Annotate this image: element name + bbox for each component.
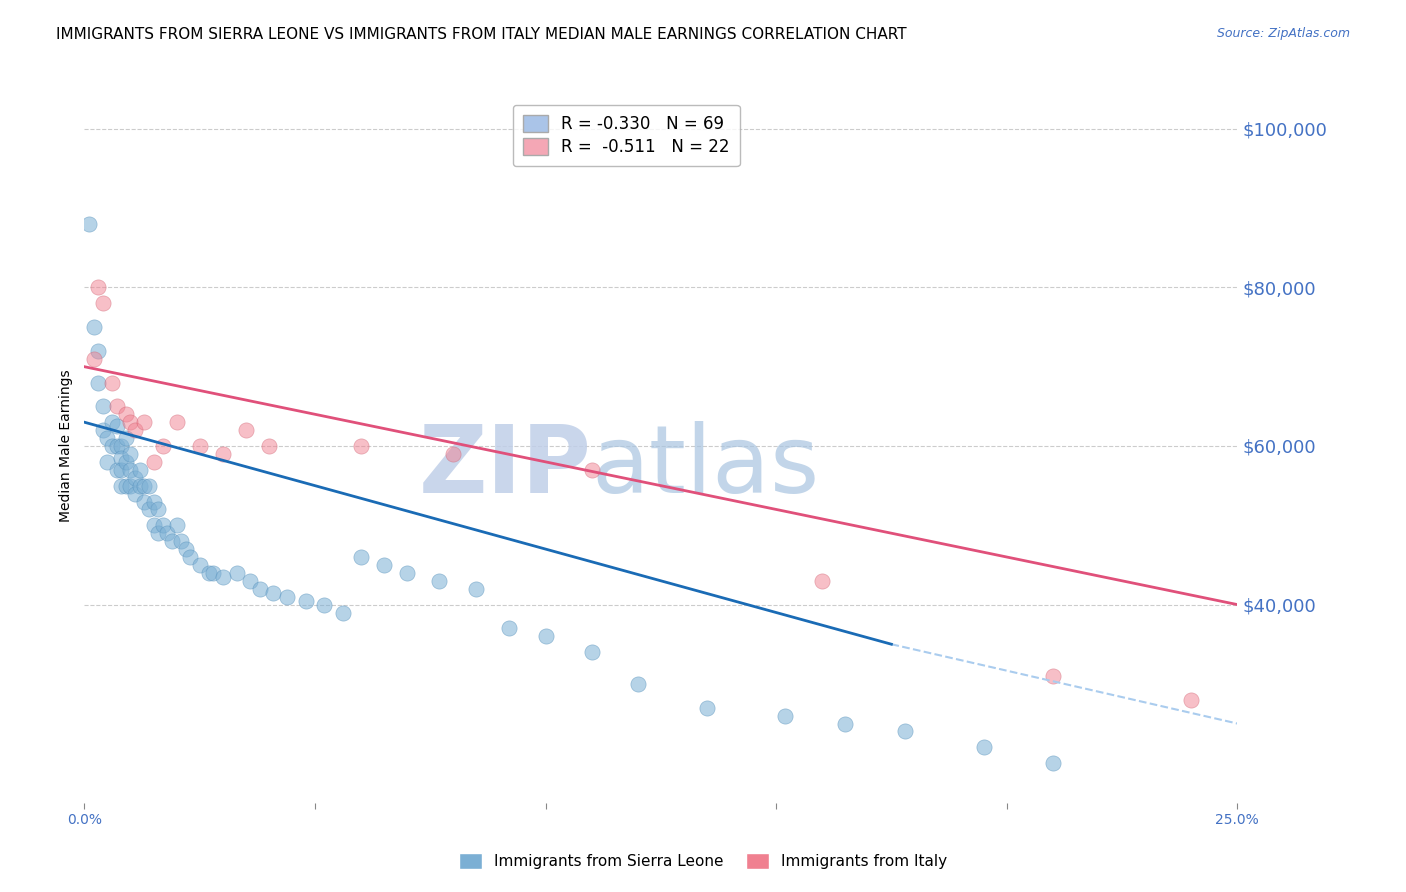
- Point: [188, 558, 211, 572]
- Point: [91, 423, 114, 437]
- Point: [156, 526, 179, 541]
- Point: [101, 376, 124, 390]
- Point: [120, 463, 142, 477]
- Point: [110, 450, 132, 465]
- Point: [1180, 692, 1202, 706]
- Point: [174, 542, 197, 557]
- Point: [110, 478, 132, 492]
- Point: [101, 415, 124, 429]
- Text: Source: ZipAtlas.com: Source: ZipAtlas.com: [1216, 27, 1350, 40]
- Text: IMMIGRANTS FROM SIERRA LEONE VS IMMIGRANTS FROM ITALY MEDIAN MALE EARNINGS CORRE: IMMIGRANTS FROM SIERRA LEONE VS IMMIGRAN…: [56, 27, 907, 42]
- Text: atlas: atlas: [592, 421, 820, 514]
- Point: [138, 502, 160, 516]
- Point: [134, 478, 156, 492]
- Point: [350, 549, 373, 564]
- Point: [124, 423, 146, 437]
- Point: [294, 593, 316, 607]
- Point: [105, 439, 128, 453]
- Point: [124, 471, 146, 485]
- Point: [110, 439, 132, 453]
- Point: [581, 463, 603, 477]
- Point: [110, 463, 132, 477]
- Point: [152, 518, 174, 533]
- Text: ZIP: ZIP: [419, 421, 592, 514]
- Point: [465, 582, 488, 596]
- Point: [160, 534, 183, 549]
- Point: [87, 280, 110, 294]
- Point: [138, 478, 160, 492]
- Point: [87, 376, 110, 390]
- Point: [332, 606, 354, 620]
- Point: [128, 463, 150, 477]
- Point: [146, 526, 169, 541]
- Point: [225, 566, 247, 580]
- Y-axis label: Median Male Earnings: Median Male Earnings: [59, 369, 73, 523]
- Point: [775, 708, 797, 723]
- Point: [166, 518, 188, 533]
- Point: [142, 494, 165, 508]
- Point: [627, 677, 650, 691]
- Point: [1042, 756, 1064, 771]
- Point: [120, 415, 142, 429]
- Point: [91, 400, 114, 414]
- Point: [188, 439, 211, 453]
- Point: [581, 645, 603, 659]
- Point: [96, 455, 118, 469]
- Point: [146, 502, 169, 516]
- Point: [834, 716, 856, 731]
- Point: [179, 549, 201, 564]
- Point: [257, 439, 280, 453]
- Point: [105, 419, 128, 434]
- Point: [262, 585, 284, 599]
- Point: [441, 447, 464, 461]
- Point: [973, 740, 995, 755]
- Point: [249, 582, 271, 596]
- Point: [350, 439, 373, 453]
- Point: [276, 590, 298, 604]
- Point: [128, 478, 150, 492]
- Point: [534, 629, 557, 643]
- Point: [115, 455, 138, 469]
- Point: [87, 343, 110, 358]
- Point: [396, 566, 419, 580]
- Point: [83, 320, 105, 334]
- Point: [83, 351, 105, 366]
- Point: [894, 724, 917, 739]
- Point: [373, 558, 395, 572]
- Point: [498, 621, 520, 635]
- Point: [120, 447, 142, 461]
- Point: [134, 415, 156, 429]
- Point: [124, 486, 146, 500]
- Point: [134, 494, 156, 508]
- Point: [235, 423, 257, 437]
- Point: [202, 566, 225, 580]
- Point: [211, 570, 233, 584]
- Point: [77, 217, 100, 231]
- Point: [115, 478, 138, 492]
- Point: [811, 574, 834, 588]
- Point: [166, 415, 188, 429]
- Point: [239, 574, 262, 588]
- Point: [105, 463, 128, 477]
- Point: [198, 566, 221, 580]
- Point: [170, 534, 193, 549]
- Legend: Immigrants from Sierra Leone, Immigrants from Italy: Immigrants from Sierra Leone, Immigrants…: [453, 847, 953, 875]
- Point: [152, 439, 174, 453]
- Point: [115, 431, 138, 445]
- Point: [96, 431, 118, 445]
- Point: [314, 598, 336, 612]
- Point: [1042, 669, 1064, 683]
- Point: [211, 447, 233, 461]
- Point: [105, 400, 128, 414]
- Point: [101, 439, 124, 453]
- Point: [115, 407, 138, 421]
- Point: [120, 478, 142, 492]
- Point: [429, 574, 451, 588]
- Point: [91, 296, 114, 310]
- Point: [142, 518, 165, 533]
- Point: [142, 455, 165, 469]
- Point: [696, 700, 718, 714]
- Legend: R = -0.330   N = 69, R =  -0.511   N = 22: R = -0.330 N = 69, R = -0.511 N = 22: [513, 104, 740, 166]
